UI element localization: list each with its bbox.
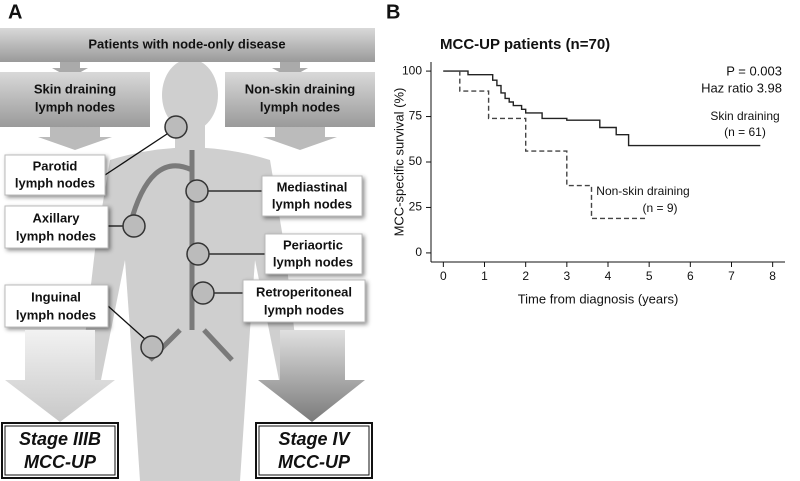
y-tick-label: 25 [409,200,423,214]
x-tick-label: 7 [728,269,735,283]
stage-label: MCC-UP [24,452,97,472]
x-tick-label: 6 [687,269,694,283]
annotation: P = 0.003 [726,63,782,78]
group-box [225,72,375,127]
x-tick-label: 8 [769,269,776,283]
group-text: Skin draining [34,81,116,96]
stage-box [1,422,119,479]
node-label: lymph nodes [16,228,96,243]
survival-curve [443,70,761,147]
stage-label: Stage IIIB [19,429,101,449]
chart-title: MCC-UP patients (n=70) [440,36,610,53]
x-tick-label: 0 [440,269,447,283]
node-box [4,154,106,196]
series-label: (n = 9) [642,201,677,215]
stage-box [4,425,116,476]
panel-b: B MCC-UP patients (n=70) P = 0.003 Haz r… [386,1,785,306]
survival-curve [443,70,645,220]
node-label: Axillary [33,210,81,225]
big-arrow [5,330,115,422]
y-tick-label: 100 [402,63,422,77]
x-tick-label: 3 [563,269,570,283]
group-box [0,72,150,127]
arrows [52,62,308,78]
y-tick-label: 0 [415,245,422,259]
y-tick-label: 75 [409,109,423,123]
x-tick-label: 1 [481,269,488,283]
header-text: Patients with node-only disease [88,36,285,51]
x-tick-label: 4 [605,269,612,283]
annotation: Haz ratio 3.98 [701,80,782,95]
group-text: Non-skin draining [245,81,356,96]
connectors [104,131,265,341]
nodes [122,115,215,359]
x-tick-label: 5 [646,269,653,283]
panel-a: A Patients with node-only disease Skin d… [0,1,375,481]
panel-label: A [8,1,22,23]
series-label: (n = 61) [724,125,766,139]
node-box [4,284,109,328]
node-label: lymph nodes [264,302,344,317]
node-box [264,233,363,275]
node-label: lymph nodes [16,307,96,322]
arrows [38,127,337,150]
node-label: lymph nodes [272,196,352,211]
series-label: Skin draining [710,109,779,123]
node-label: Parotid [33,158,78,173]
stage-box [255,422,373,479]
series-label: Non-skin draining [596,184,689,198]
x-axis-label: Time from diagnosis (years) [518,291,679,306]
node-box [261,175,363,217]
group-text: lymph nodes [260,99,340,114]
stage-box [258,425,370,476]
stage-label: MCC-UP [278,452,351,472]
vessels [127,150,234,362]
y-tick-label: 50 [409,154,423,168]
node-box [242,279,366,323]
node-label: Mediastinal [277,179,348,194]
y-axis-label: MCC-specific survival (%) [391,88,406,237]
node-box [4,205,109,249]
header-banner [0,28,375,62]
group-text: lymph nodes [35,99,115,114]
node-label: Periaortic [283,237,343,252]
stage-label: Stage IV [278,429,351,449]
node-label: Inguinal [31,289,81,304]
big-arrow [258,330,365,422]
x-tick-label: 2 [522,269,529,283]
panel-label: B [386,1,400,23]
node-label: Retroperitoneal [256,284,352,299]
node-label: lymph nodes [15,175,95,190]
node-label: lymph nodes [273,254,353,269]
